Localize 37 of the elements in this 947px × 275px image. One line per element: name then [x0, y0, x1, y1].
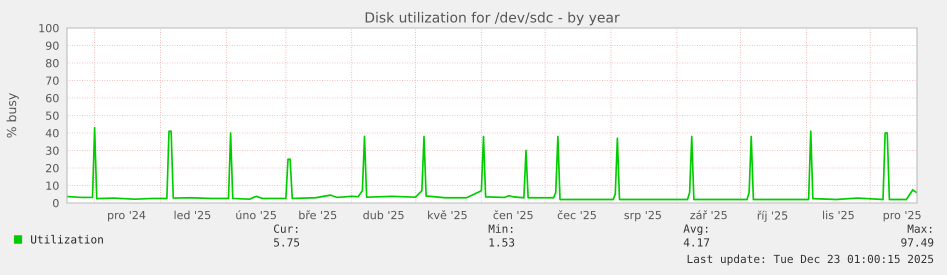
- y-tick-label: 40: [46, 128, 59, 138]
- x-tick-label: led '25: [174, 210, 210, 220]
- x-tick-label: říj '25: [758, 210, 788, 222]
- y-tick-label: 20: [46, 164, 59, 172]
- x-tick-label: kvě '25: [428, 210, 467, 220]
- y-tick-label: 60: [46, 94, 59, 102]
- y-tick-label: 80: [46, 58, 59, 68]
- x-tick-label: čen '25: [494, 210, 533, 220]
- text: Min:: [488, 224, 512, 233]
- x-tick-label: čec '25: [558, 210, 596, 220]
- text: 97.49: [901, 238, 934, 247]
- y-tick-label: 30: [46, 146, 59, 155]
- y-tick-label: 100: [39, 24, 59, 32]
- text: Max:: [908, 224, 932, 233]
- x-tick-label: lis '25: [823, 210, 854, 220]
- y-tick-label: 0: [53, 198, 59, 208]
- y-axis-title: % busy: [6, 93, 19, 138]
- text: Last update: Tue Dec 23 01:00:15 2025: [688, 254, 934, 266]
- x-tick-label: pro '24: [108, 210, 146, 222]
- line-series: [67, 126, 917, 200]
- x-tick-label: úno '25: [236, 210, 276, 220]
- legend-label: Utilization: [31, 234, 103, 244]
- y-tick-label: 50: [46, 111, 59, 120]
- y-tick-label: 70: [46, 76, 59, 85]
- chart-title: Disk utilization for /dev/sdc - by year: [366, 12, 620, 26]
- x-tick-label: bře '25: [299, 210, 336, 220]
- text: Cur:: [274, 224, 298, 233]
- x-tick-label: dub '25: [363, 210, 404, 220]
- x-tick-label: srp '25: [624, 210, 661, 222]
- x-tick-label: pro '25: [884, 210, 921, 222]
- x-tick-label: zář '25: [690, 210, 727, 220]
- text: 5.75: [274, 238, 300, 247]
- y-tick-label: 90: [46, 41, 59, 50]
- text: 4.17: [684, 238, 710, 246]
- y-tick-label: 10: [46, 181, 59, 190]
- text: 1.53: [490, 238, 514, 247]
- text: Avg:: [683, 224, 708, 236]
